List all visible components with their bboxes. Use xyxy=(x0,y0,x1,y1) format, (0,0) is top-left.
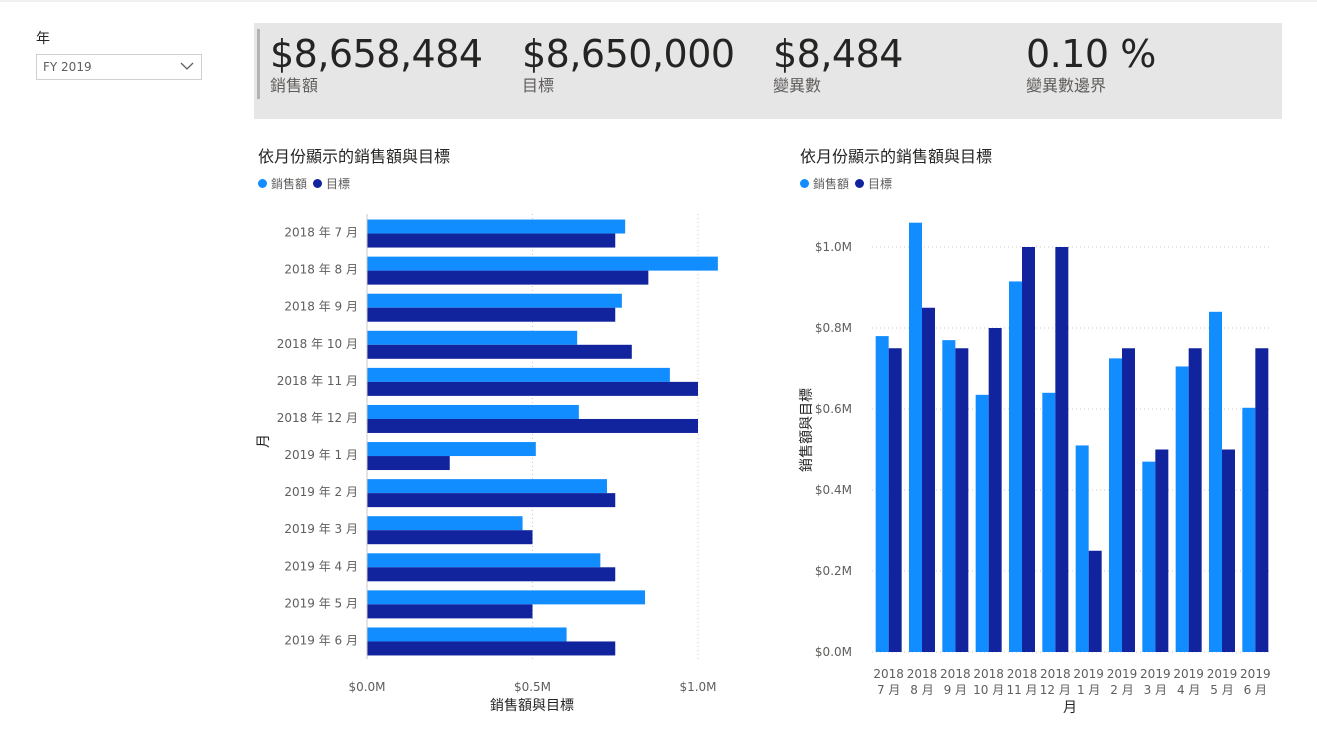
bar-sales xyxy=(367,404,579,419)
kpi-value: $8,658,484 xyxy=(270,32,483,76)
column-chart-legend: 銷售額 目標 xyxy=(800,175,898,192)
y-tick-label: 2018 年 9 月 xyxy=(284,300,358,314)
y-tick-label: 2018 年 10 月 xyxy=(277,337,358,351)
x-axis-title: 銷售額與目標 xyxy=(490,698,574,714)
y-tick-label: 2019 年 2 月 xyxy=(284,485,358,499)
kpi-value: 0.10 % xyxy=(1026,32,1156,76)
x-tick-label: $0.5M xyxy=(514,680,551,694)
bar-target xyxy=(367,641,616,656)
bar-target xyxy=(367,233,616,248)
legend-dot xyxy=(258,179,267,188)
y-tick-label: 2019 年 1 月 xyxy=(284,448,358,462)
bar-chart-legend: 銷售額 目標 xyxy=(258,175,356,192)
year-slicer: 年 FY 2019 xyxy=(36,28,204,80)
x-tick-label: $0.0M xyxy=(348,680,385,694)
bar-sales xyxy=(367,219,626,234)
legend-dot xyxy=(855,179,865,188)
bar-sales xyxy=(367,553,601,568)
y-tick-label: 2018 年 7 月 xyxy=(284,226,358,240)
bar-target xyxy=(367,381,698,396)
legend-dot xyxy=(800,179,809,188)
year-dropdown-value: FY 2019 xyxy=(43,60,92,74)
bar-sales xyxy=(367,293,622,308)
chevron-down-icon[interactable] xyxy=(179,59,195,73)
bar-target xyxy=(367,493,616,508)
kpi-label: 變異數 xyxy=(773,76,822,95)
kpi-card-sales: $8,658,484 銷售額 xyxy=(270,31,483,97)
y-tick-label: 2019 年 6 月 xyxy=(284,633,358,647)
bar-chart-title: 依月份顯示的銷售額與目標 xyxy=(258,147,451,166)
bar-sales xyxy=(367,479,607,494)
y-tick-label: 2018 年 12 月 xyxy=(277,411,358,425)
slicer-title: 年 xyxy=(36,31,50,47)
kpi-label: 目標 xyxy=(522,76,555,95)
kpi-value: $8,484 xyxy=(773,32,903,76)
bar-sales xyxy=(367,516,523,531)
y-tick-label: 2019 年 3 月 xyxy=(284,522,358,536)
y-tick-label: 2019 年 4 月 xyxy=(284,559,358,573)
kpi-card-variance-margin: 0.10 % 變異數邊界 xyxy=(1026,31,1156,97)
kpi-value: $8,650,000 xyxy=(522,32,735,76)
x-tick-label: $1.0M xyxy=(679,680,716,694)
kpi-label: 變異數邊界 xyxy=(1026,76,1107,95)
legend-item-sales[interactable]: 銷售額 xyxy=(258,175,307,192)
top-divider xyxy=(0,0,1317,2)
bar-sales xyxy=(367,627,567,642)
kpi-accent-bar xyxy=(257,29,260,99)
y-tick-label: 2018 年 11 月 xyxy=(277,374,358,388)
legend-label: 銷售額 xyxy=(271,177,308,191)
kpi-card-target: $8,650,000 目標 xyxy=(522,31,735,97)
bar-sales xyxy=(367,590,646,605)
column-chart-title: 依月份顯示的銷售額與目標 xyxy=(800,147,993,166)
bar-target xyxy=(367,344,632,359)
bar-target xyxy=(367,604,533,619)
bar-target xyxy=(367,456,450,471)
legend-label: 目標 xyxy=(326,177,351,191)
bar-sales xyxy=(367,442,536,457)
bar-target xyxy=(367,530,533,545)
y-tick-label: 2019 年 5 月 xyxy=(284,596,358,610)
legend-item-sales[interactable]: 銷售額 xyxy=(800,175,849,192)
kpi-panel: $8,658,484 銷售額 $8,650,000 目標 $8,484 變異數 … xyxy=(254,23,1282,119)
bar-target xyxy=(367,567,616,582)
legend-dot xyxy=(313,179,323,188)
bar-sales xyxy=(367,330,578,345)
bar-target xyxy=(367,307,616,322)
legend-label: 銷售額 xyxy=(813,177,850,191)
legend-item-target[interactable]: 目標 xyxy=(855,175,892,192)
legend-item-target[interactable]: 目標 xyxy=(313,175,350,192)
bar-target xyxy=(367,270,649,285)
y-axis-title: 月 xyxy=(256,434,272,448)
year-dropdown[interactable]: FY 2019 xyxy=(36,54,202,80)
y-tick-label: 2018 年 8 月 xyxy=(284,263,358,277)
kpi-label: 銷售額 xyxy=(270,76,319,95)
bar-target xyxy=(367,418,698,433)
legend-label: 目標 xyxy=(868,177,893,191)
kpi-card-variance: $8,484 變異數 xyxy=(773,31,903,97)
bar-sales xyxy=(367,256,718,271)
bar-sales xyxy=(367,367,670,382)
